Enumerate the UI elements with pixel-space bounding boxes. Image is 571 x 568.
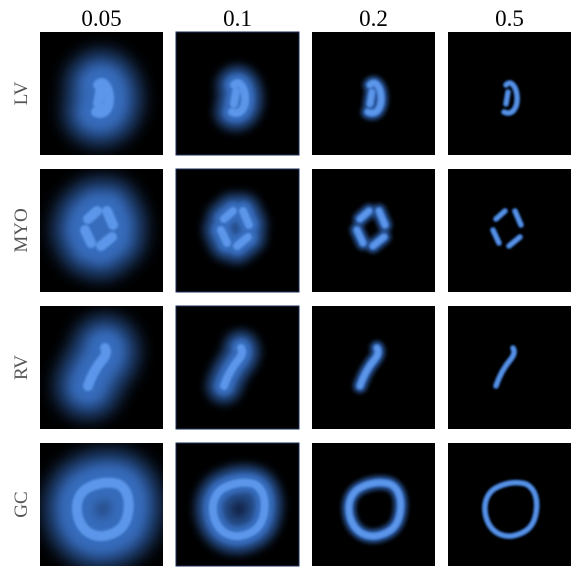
segmentation xyxy=(85,211,113,246)
segmentation xyxy=(224,348,242,386)
image-cell xyxy=(40,169,163,292)
segmentation xyxy=(77,483,129,536)
cell-background xyxy=(448,169,571,292)
segmentation xyxy=(88,348,106,386)
column-header: 0.1 xyxy=(223,6,252,31)
image-cell xyxy=(40,32,163,155)
segmentation xyxy=(232,83,245,113)
cell-background xyxy=(312,443,435,566)
segmentation xyxy=(213,483,265,536)
column-header: 0.5 xyxy=(495,6,524,31)
image-cell xyxy=(312,169,435,292)
image-cell xyxy=(40,306,163,429)
core xyxy=(96,83,109,113)
image-cell xyxy=(448,306,571,429)
column-header: 0.2 xyxy=(359,6,388,31)
row-header: RV xyxy=(11,355,32,380)
row-header: MYO xyxy=(11,208,32,252)
core xyxy=(232,83,245,113)
image-cell xyxy=(312,443,435,566)
image-cell xyxy=(312,306,435,429)
image-cell xyxy=(448,32,571,155)
image-cell xyxy=(176,169,299,292)
row-header: LV xyxy=(11,81,32,105)
segmentation xyxy=(96,83,109,113)
image-cell xyxy=(448,169,571,292)
cell-background xyxy=(312,169,435,292)
image-cell xyxy=(448,443,571,566)
image-cell xyxy=(176,306,299,429)
image-cell xyxy=(40,443,163,566)
segmentation xyxy=(368,83,381,113)
cell-background xyxy=(448,306,571,429)
image-cell xyxy=(312,32,435,155)
image-cell xyxy=(176,32,299,155)
column-header: 0.05 xyxy=(81,6,121,31)
segmentation xyxy=(221,211,249,246)
figure: 0.05 0.1 0.2 0.5 LV MYO RV GC xyxy=(0,0,571,568)
image-cell xyxy=(176,443,299,566)
cell-background xyxy=(448,443,571,566)
row-header: GC xyxy=(11,491,32,517)
